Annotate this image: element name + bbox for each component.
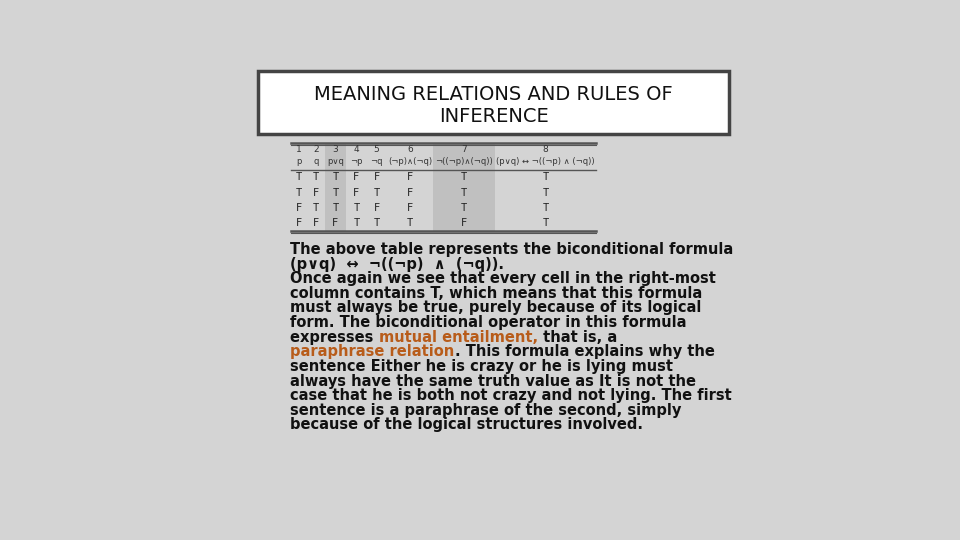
Text: T: T xyxy=(461,172,468,182)
Text: 1: 1 xyxy=(296,145,301,154)
Text: MEANING RELATIONS AND RULES OF: MEANING RELATIONS AND RULES OF xyxy=(314,85,673,104)
Text: 5: 5 xyxy=(373,145,379,154)
Text: T: T xyxy=(313,203,319,213)
Text: F: F xyxy=(332,218,339,228)
Text: case that he is both not crazy and not lying. The first: case that he is both not crazy and not l… xyxy=(291,388,732,403)
Text: F: F xyxy=(407,203,413,213)
Text: T: T xyxy=(542,218,548,228)
Text: ¬p: ¬p xyxy=(350,157,363,166)
Text: . This formula explains why the: . This formula explains why the xyxy=(455,345,714,359)
Bar xyxy=(433,143,495,231)
Text: F: F xyxy=(296,218,302,228)
Text: mutual entailment,: mutual entailment, xyxy=(379,330,539,345)
Text: 4: 4 xyxy=(353,145,359,154)
Bar xyxy=(324,143,347,231)
Text: F: F xyxy=(373,172,379,182)
Text: T: T xyxy=(373,218,379,228)
Text: 6: 6 xyxy=(407,145,413,154)
Text: p∨q: p∨q xyxy=(327,157,344,166)
Text: column contains T, which means that this formula: column contains T, which means that this… xyxy=(291,286,703,301)
Text: T: T xyxy=(296,172,302,182)
Text: T: T xyxy=(542,203,548,213)
Text: T: T xyxy=(373,187,379,198)
Text: ¬q: ¬q xyxy=(371,157,383,166)
Text: F: F xyxy=(407,172,413,182)
Text: F: F xyxy=(296,203,302,213)
Text: T: T xyxy=(461,203,468,213)
Text: must always be true, purely because of its logical: must always be true, purely because of i… xyxy=(291,300,702,315)
Text: T: T xyxy=(332,203,339,213)
FancyBboxPatch shape xyxy=(258,71,730,134)
Text: 2: 2 xyxy=(313,145,319,154)
Text: sentence is a paraphrase of the second, simply: sentence is a paraphrase of the second, … xyxy=(291,403,682,418)
Text: that is, a: that is, a xyxy=(539,330,617,345)
Text: T: T xyxy=(542,172,548,182)
Text: (¬p)∧(¬q): (¬p)∧(¬q) xyxy=(388,157,432,166)
Text: T: T xyxy=(461,187,468,198)
Text: sentence Either he is crazy or he is lying must: sentence Either he is crazy or he is lyi… xyxy=(291,359,674,374)
Text: F: F xyxy=(313,218,319,228)
Text: The above table represents the biconditional formula: The above table represents the biconditi… xyxy=(291,242,733,257)
Text: T: T xyxy=(332,172,339,182)
Text: ¬((¬p)∧(¬q)): ¬((¬p)∧(¬q)) xyxy=(435,157,493,166)
Text: Once again we see that every cell in the right-most: Once again we see that every cell in the… xyxy=(291,271,716,286)
Text: form. The biconditional operator in this formula: form. The biconditional operator in this… xyxy=(291,315,687,330)
Text: (p∨q) ↔ ¬((¬p) ∧ (¬q)): (p∨q) ↔ ¬((¬p) ∧ (¬q)) xyxy=(496,157,595,166)
Text: paraphrase relation: paraphrase relation xyxy=(291,345,455,359)
Text: F: F xyxy=(461,218,468,228)
Text: (p∨q)  ↔  ¬((¬p)  ∧  (¬q)).: (p∨q) ↔ ¬((¬p) ∧ (¬q)). xyxy=(291,256,505,272)
Text: always have the same truth value as It is not the: always have the same truth value as It i… xyxy=(291,374,697,389)
Text: T: T xyxy=(407,218,413,228)
Text: because of the logical structures involved.: because of the logical structures involv… xyxy=(291,417,643,433)
Text: F: F xyxy=(353,187,359,198)
Text: F: F xyxy=(353,172,359,182)
Text: T: T xyxy=(313,172,319,182)
Text: 8: 8 xyxy=(542,145,548,154)
Text: p: p xyxy=(297,157,301,166)
Text: F: F xyxy=(313,187,319,198)
Text: q: q xyxy=(313,157,319,166)
Text: F: F xyxy=(373,203,379,213)
Text: expresses: expresses xyxy=(291,330,379,345)
Text: T: T xyxy=(353,203,359,213)
Text: INFERENCE: INFERENCE xyxy=(439,107,548,126)
Text: 7: 7 xyxy=(461,145,467,154)
Text: 3: 3 xyxy=(332,145,338,154)
Text: T: T xyxy=(296,187,302,198)
Text: F: F xyxy=(407,187,413,198)
Text: T: T xyxy=(542,187,548,198)
Text: T: T xyxy=(332,187,339,198)
Text: T: T xyxy=(353,218,359,228)
